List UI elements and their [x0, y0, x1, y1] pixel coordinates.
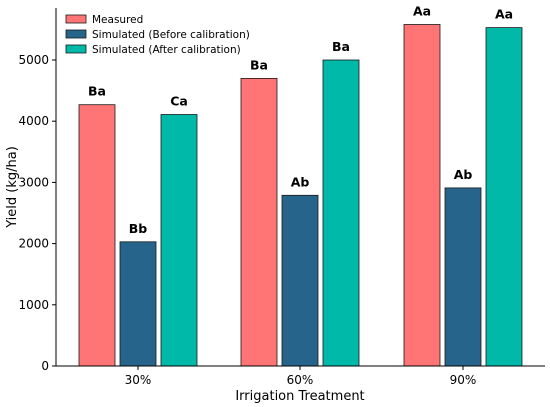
- y-tick-label: 5000: [18, 53, 49, 67]
- bar-2-60pct: [281, 194, 319, 367]
- bars-layer: [78, 24, 523, 367]
- legend-swatch-2: [65, 29, 87, 39]
- legend-label-3: Simulated (After calibration): [92, 44, 241, 56]
- x-tick-label: 30%: [125, 373, 152, 387]
- y-tick-label: 0: [41, 359, 49, 373]
- y-ticks: 0 1000 2000 3000 4000 5000: [18, 53, 56, 373]
- y-tick-label: 1000: [18, 298, 49, 312]
- x-tick-label: 60%: [287, 373, 314, 387]
- bar-label-3-60pct: Ba: [332, 39, 350, 54]
- bar-label-2-60pct: Ab: [291, 174, 310, 189]
- bar-2-90pct: [444, 187, 482, 367]
- bar-1-30pct: [78, 104, 116, 367]
- bar-label-1-30pct: Ba: [88, 84, 106, 99]
- bar-label-1-60pct: Ba: [250, 57, 268, 72]
- bar-labels-layer: Ba Ba Aa Bb Ab Ab Ca Ba Aa: [88, 4, 513, 236]
- bar-label-2-30pct: Bb: [129, 221, 148, 236]
- legend-swatch-1: [65, 14, 87, 24]
- x-tick-label: 90%: [450, 373, 477, 387]
- x-ticks: 30% 60% 90%: [125, 366, 477, 387]
- bar-label-2-90pct: Ab: [454, 167, 473, 182]
- legend-swatch-3: [65, 44, 87, 54]
- bar-3-90pct: [485, 27, 523, 367]
- legend-label-1: Measured: [92, 14, 143, 26]
- y-tick-label: 4000: [18, 114, 49, 128]
- y-axis-label: Yield (kg/ha): [5, 146, 20, 229]
- bar-label-1-90pct: Aa: [413, 4, 431, 19]
- bar-1-60pct: [240, 78, 278, 367]
- bar-3-60pct: [322, 59, 360, 367]
- legend: Measured Simulated (Before calibration) Si…: [65, 14, 250, 56]
- bar-label-3-90pct: Aa: [495, 7, 513, 22]
- legend-label-2: Simulated (Before calibration): [92, 29, 250, 41]
- bar-2-30pct: [119, 241, 157, 367]
- bar-1-90pct: [403, 24, 441, 367]
- y-tick-label: 2000: [18, 237, 49, 251]
- x-axis-label: Irrigation Treatment: [235, 389, 364, 404]
- y-tick-label: 3000: [18, 175, 49, 189]
- bar-label-3-30pct: Ca: [170, 94, 188, 109]
- bar-3-30pct: [160, 114, 198, 367]
